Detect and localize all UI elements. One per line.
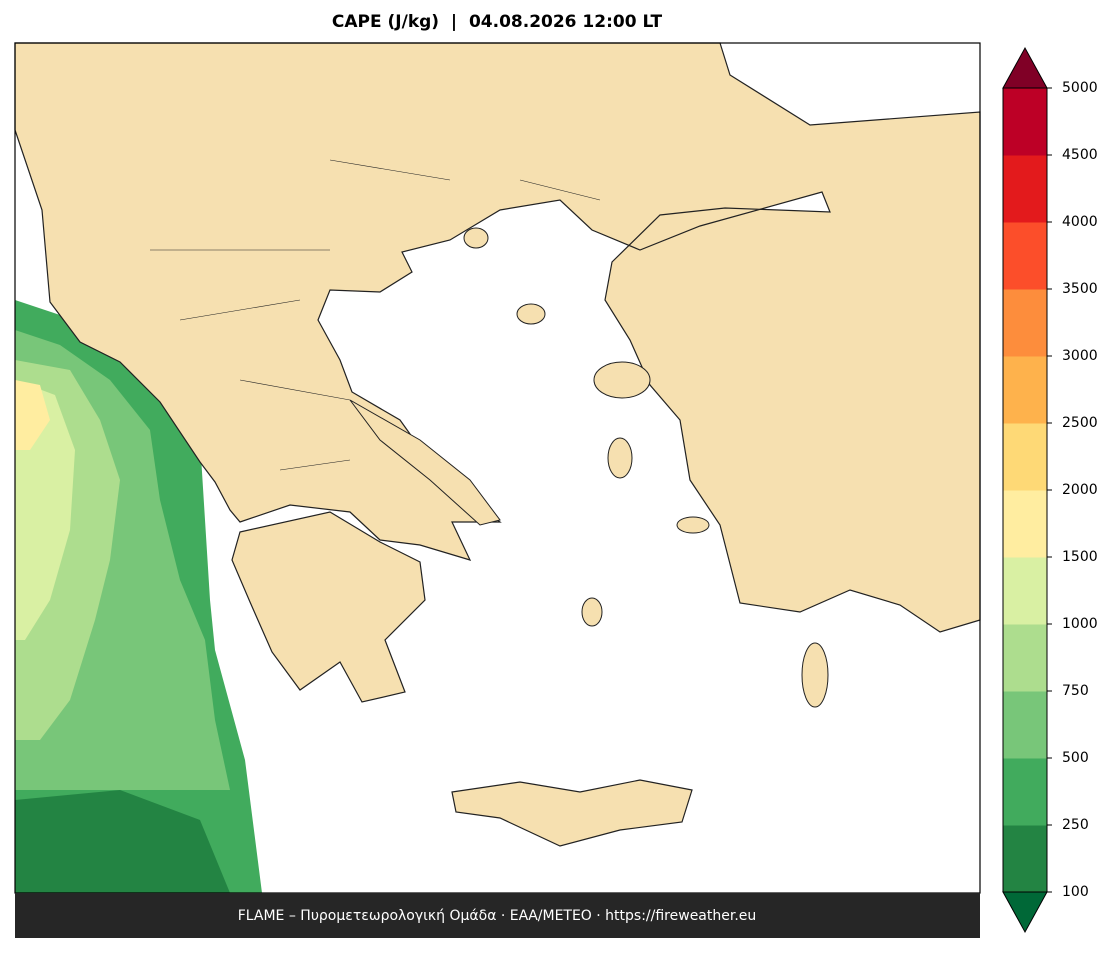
colorbar-tick-label: 1500 <box>1062 549 1098 565</box>
colorbar-tick-label: 1000 <box>1062 616 1098 632</box>
footer-text: FLAME – Πυρομετεωρολογική Ομάδα · ΕΑΑ/ME… <box>238 908 757 924</box>
colorbar-tick-label: 250 <box>1062 817 1089 833</box>
colorbar-segment <box>1003 88 1047 156</box>
colorbar-tick-label: 750 <box>1062 683 1089 699</box>
colorbar-tick-label: 4000 <box>1062 214 1098 230</box>
land <box>14 42 981 633</box>
colorbar-segment <box>1003 557 1047 625</box>
colorbar-segment <box>1003 624 1047 692</box>
island <box>676 516 710 534</box>
colorbar-segment <box>1003 423 1047 491</box>
island <box>349 399 501 526</box>
colorbar-segment <box>1003 758 1047 826</box>
colorbar-tick-label: 3000 <box>1062 348 1098 364</box>
colorbar-tick-label: 3500 <box>1062 281 1098 297</box>
footer-bar <box>15 893 980 938</box>
border <box>150 159 601 471</box>
colorbar-tick-label: 100 <box>1062 884 1089 900</box>
colorbar-tick-label: 500 <box>1062 750 1089 766</box>
land <box>231 511 426 703</box>
island <box>607 437 633 479</box>
island <box>581 597 603 627</box>
island <box>516 303 546 325</box>
colorbar-segment <box>1003 691 1047 759</box>
island <box>463 227 489 249</box>
colorbar-extend-under <box>1002 891 1048 934</box>
map-title: CAPE (J/kg) | 04.08.2026 12:00 LT <box>332 12 663 32</box>
colorbar-tick-label: 2000 <box>1062 482 1098 498</box>
colorbar-segment <box>1003 825 1047 893</box>
colorbar-tick-label: 5000 <box>1062 80 1098 96</box>
colorbar-segment <box>1003 490 1047 558</box>
map <box>14 42 981 894</box>
land <box>451 779 693 847</box>
colorbar-tick-label: 4500 <box>1062 147 1098 163</box>
colorbar-segment <box>1003 222 1047 290</box>
cape-field <box>15 380 50 450</box>
colorbar-tick-label: 2500 <box>1062 415 1098 431</box>
colorbar-segment <box>1003 289 1047 357</box>
colorbar-segment <box>1003 155 1047 223</box>
colorbar-extend-over <box>1002 46 1048 89</box>
island <box>801 642 829 708</box>
colorbar: 100 250 500 750 1000 1500 2000 2500 3000 3500 4000… <box>1002 46 1098 934</box>
cape-field <box>15 790 230 893</box>
island <box>593 361 651 399</box>
colorbar-segment <box>1003 356 1047 424</box>
